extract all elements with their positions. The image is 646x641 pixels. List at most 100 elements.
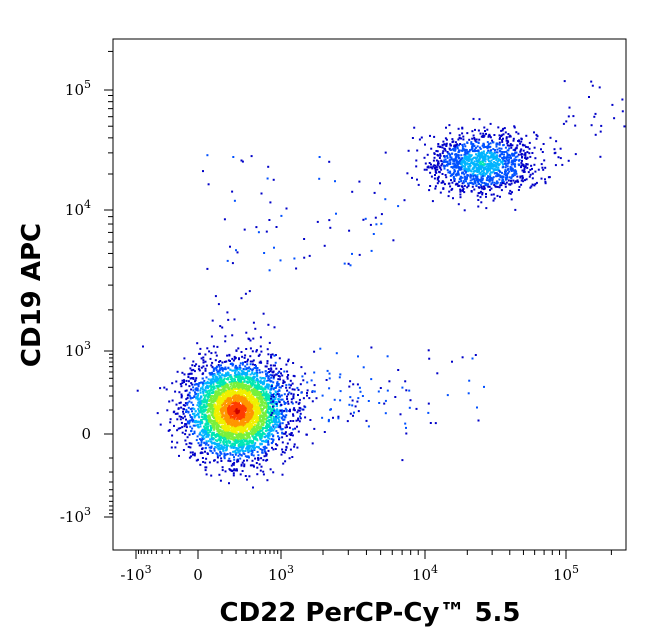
data-point <box>170 446 173 449</box>
data-point <box>274 387 277 389</box>
data-point <box>234 375 237 378</box>
data-point <box>504 169 507 172</box>
data-point <box>184 389 187 392</box>
data-point <box>249 339 252 342</box>
data-point <box>242 445 245 448</box>
data-point <box>197 458 199 461</box>
data-point <box>189 367 192 370</box>
data-point <box>225 440 228 443</box>
data-point <box>244 390 247 393</box>
data-point <box>190 369 193 372</box>
data-point <box>302 397 305 400</box>
data-point <box>227 437 230 440</box>
data-point <box>209 373 212 376</box>
data-point <box>233 405 236 408</box>
data-point <box>219 451 222 454</box>
data-point <box>485 207 488 210</box>
data-point <box>251 391 254 394</box>
data-point <box>503 173 506 176</box>
data-point <box>226 421 229 424</box>
data-point <box>242 436 244 439</box>
data-point <box>504 131 507 134</box>
data-point <box>484 163 487 166</box>
data-point <box>270 421 273 424</box>
data-point <box>237 421 240 424</box>
data-point <box>215 425 218 428</box>
data-point <box>529 168 532 171</box>
data-point <box>212 426 215 429</box>
data-point <box>221 413 224 416</box>
data-point <box>209 407 211 410</box>
data-point <box>496 182 499 185</box>
data-point <box>269 427 272 430</box>
data-point <box>207 429 210 432</box>
data-point <box>256 385 259 388</box>
data-point <box>220 393 223 396</box>
data-point <box>278 416 281 419</box>
data-point <box>490 183 493 186</box>
data-point <box>261 383 264 386</box>
data-point <box>480 181 483 184</box>
data-point <box>204 398 207 401</box>
data-point <box>236 408 239 410</box>
data-point <box>434 164 437 167</box>
data-point <box>481 154 484 157</box>
data-point <box>439 167 442 169</box>
data-point <box>251 446 254 449</box>
data-point <box>218 415 221 418</box>
data-point <box>437 160 440 163</box>
data-point <box>501 178 504 181</box>
data-point <box>270 409 273 412</box>
data-point <box>241 405 244 408</box>
data-point <box>191 427 194 430</box>
data-point <box>219 402 222 405</box>
data-point <box>258 409 261 412</box>
data-point <box>248 434 250 437</box>
data-point <box>277 410 280 413</box>
data-point <box>249 428 251 431</box>
data-point <box>544 166 547 169</box>
data-point <box>225 399 228 402</box>
data-point <box>280 413 283 416</box>
data-point <box>253 426 256 428</box>
data-point <box>245 402 248 405</box>
data-point <box>285 414 288 417</box>
data-point <box>211 415 214 418</box>
data-point <box>221 383 224 386</box>
data-point <box>219 389 222 392</box>
data-point <box>234 385 236 388</box>
data-point <box>202 384 205 387</box>
data-point <box>210 392 213 394</box>
data-point <box>254 389 256 392</box>
data-point <box>241 385 244 388</box>
data-point <box>498 143 501 146</box>
data-point <box>199 405 202 408</box>
data-point <box>200 395 202 398</box>
data-point <box>236 412 238 415</box>
data-point <box>251 406 254 408</box>
data-point <box>210 414 213 417</box>
data-point <box>241 363 244 366</box>
data-point <box>233 436 235 439</box>
data-point <box>225 446 228 449</box>
data-point <box>270 384 273 386</box>
data-point <box>245 386 248 389</box>
data-point <box>233 412 235 415</box>
data-point <box>199 432 201 435</box>
data-point <box>207 444 210 447</box>
data-point <box>256 439 259 442</box>
data-point <box>179 427 182 430</box>
data-point <box>240 382 243 385</box>
data-point <box>178 454 180 457</box>
data-point <box>520 148 523 151</box>
data-point <box>219 371 221 374</box>
data-point <box>234 444 236 447</box>
data-point <box>289 448 292 451</box>
data-point <box>270 428 273 431</box>
data-point <box>245 406 247 409</box>
data-point <box>248 446 251 449</box>
data-point <box>216 399 219 402</box>
data-point <box>249 368 252 370</box>
data-point <box>230 434 233 437</box>
data-point <box>459 188 462 191</box>
